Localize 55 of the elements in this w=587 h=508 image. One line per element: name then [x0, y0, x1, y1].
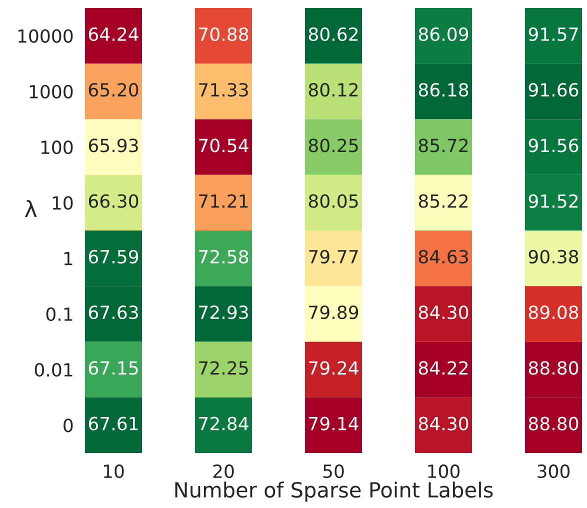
data-label: 88.80	[528, 416, 578, 430]
data-label: 89.08	[528, 306, 578, 320]
data-label: 66.30	[88, 194, 138, 208]
data-label: 79.24	[309, 361, 358, 375]
data-label: 84.30	[418, 306, 468, 320]
data-label: 67.59	[88, 250, 138, 264]
y-axis-title: λ	[24, 200, 37, 217]
data-label: 79.89	[309, 306, 358, 320]
x-tick-label: 20	[213, 464, 234, 478]
data-label: 72.84	[199, 416, 248, 430]
data-label: 84.22	[418, 361, 468, 375]
data-label: 71.21	[199, 194, 248, 208]
data-label: 79.77	[309, 250, 358, 264]
data-label: 85.72	[418, 138, 468, 152]
data-label: 88.80	[528, 361, 578, 375]
data-label: 90.38	[528, 250, 578, 264]
y-tick-label: 10000	[18, 29, 73, 43]
data-label: 72.93	[199, 306, 248, 320]
data-label: 71.33	[199, 83, 248, 97]
data-label: 80.12	[308, 83, 358, 97]
data-label: 91.52	[528, 194, 578, 208]
data-label: 64.24	[88, 27, 138, 42]
data-label: 67.15	[88, 361, 138, 375]
data-label: 80.62	[308, 27, 358, 42]
data-label: 91.56	[528, 138, 578, 152]
x-tick-label: 300	[538, 464, 570, 478]
data-label: 72.58	[199, 250, 248, 264]
x-tick-label: 50	[323, 464, 344, 478]
x-tick-label: 10	[104, 464, 124, 478]
data-label: 85.22	[418, 194, 468, 208]
y-tick-label: 0.01	[34, 363, 72, 377]
y-tick-label: 10	[52, 196, 73, 210]
data-label: 67.61	[88, 416, 138, 430]
data-label: 65.20	[88, 83, 138, 97]
data-label: 72.25	[199, 361, 248, 375]
y-tick-label: 100	[41, 140, 73, 154]
y-tick-label: 0	[64, 418, 73, 432]
data-label: 80.25	[308, 138, 358, 152]
data-label: 84.30	[418, 416, 468, 430]
y-tick-label: 1	[64, 252, 72, 266]
data-label: 79.14	[309, 416, 358, 430]
y-tick-label: 0.1	[46, 307, 72, 322]
data-label: 67.63	[88, 306, 138, 320]
data-label: 91.66	[528, 83, 578, 97]
data-label: 84.63	[418, 250, 468, 264]
data-label: 70.54	[199, 138, 248, 152]
data-label: 86.09	[418, 27, 468, 42]
data-label: 91.57	[528, 27, 578, 42]
data-label: 65.93	[88, 138, 138, 152]
data-label: 70.88	[199, 27, 248, 42]
data-label: 80.05	[308, 194, 358, 208]
x-axis-title: Number of Sparse Point Labels	[175, 482, 493, 502]
y-tick-label: 1000	[30, 84, 73, 99]
x-tick-label: 100	[428, 464, 460, 478]
data-label: 86.18	[418, 83, 468, 97]
